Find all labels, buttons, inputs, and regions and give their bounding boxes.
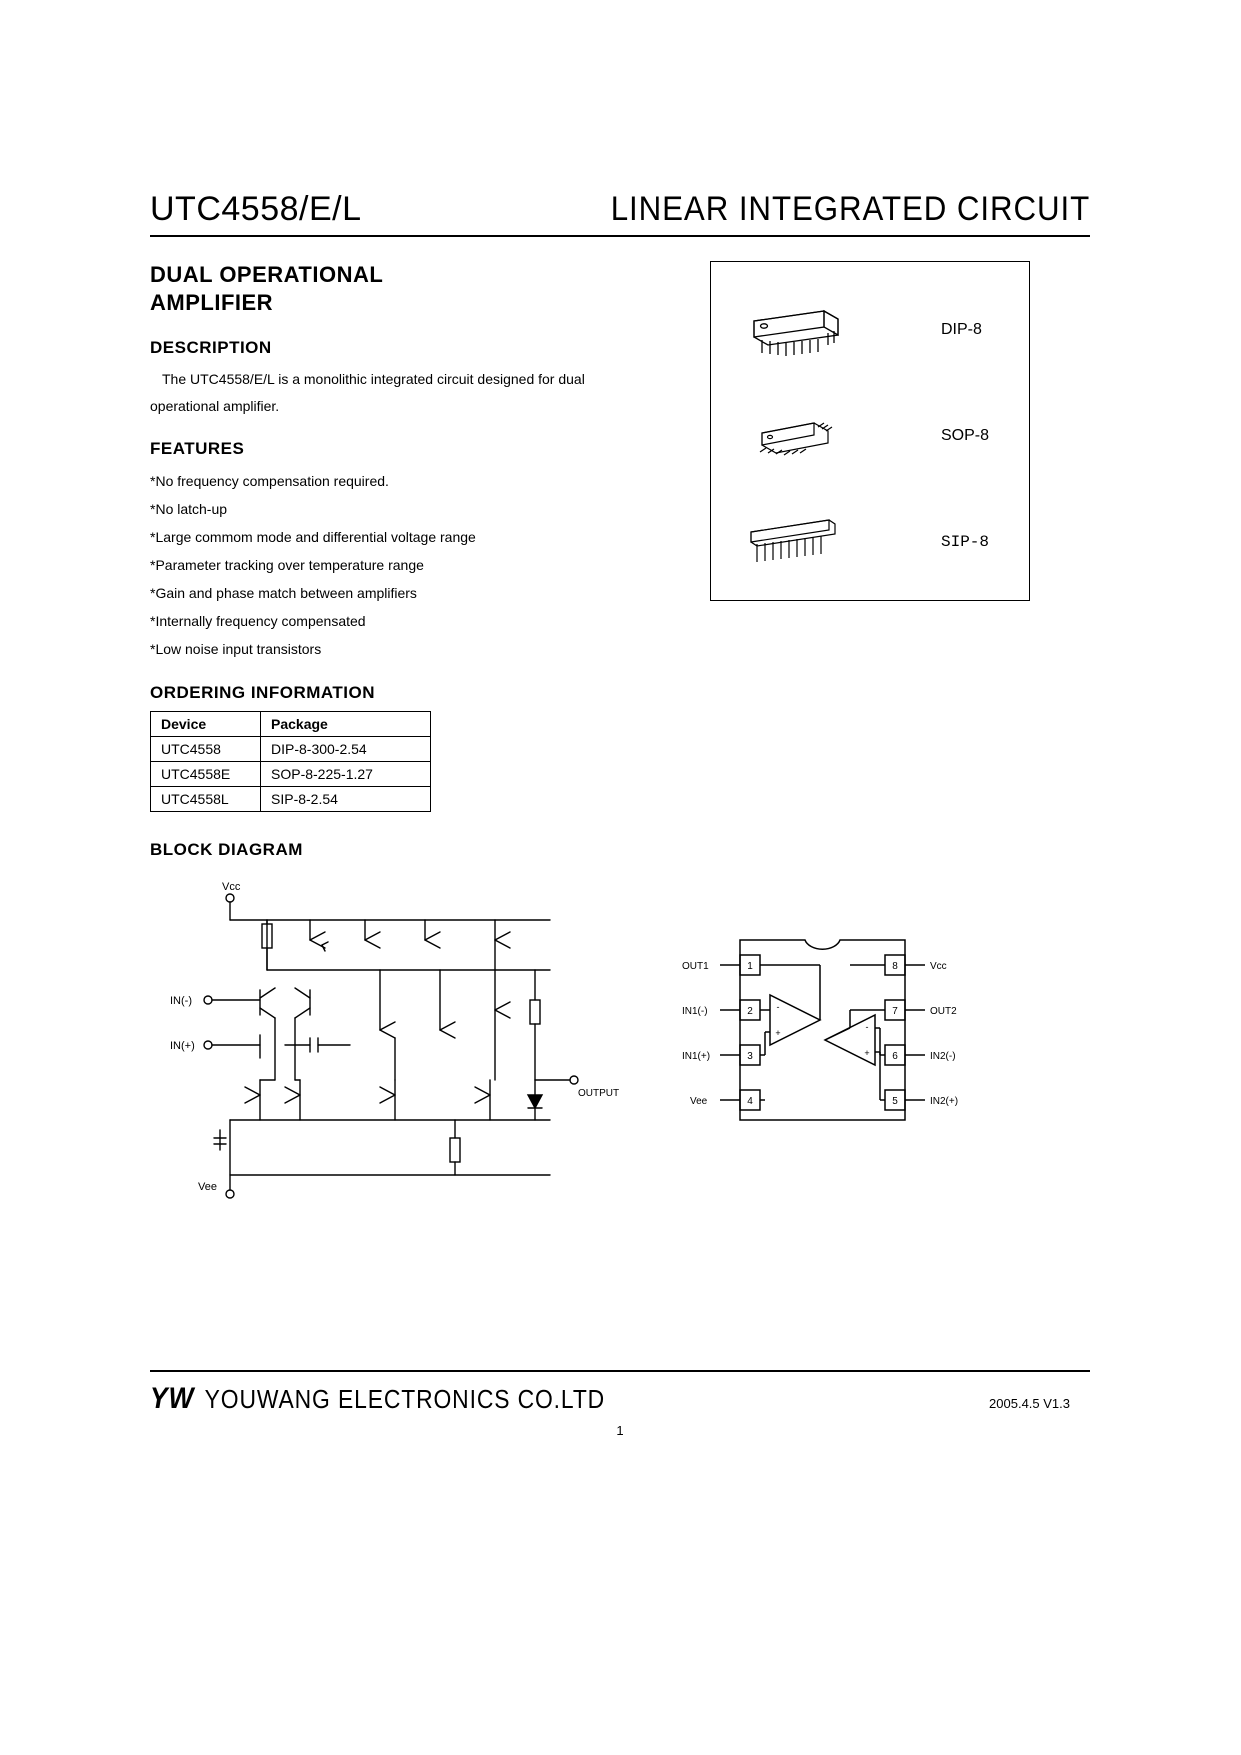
pinout-svg: 1 2 3 4 8 7 6 5 - + - + OUT1 IN1(-) IN1(… [670,920,980,1150]
svg-text:-: - [866,1022,869,1032]
title-line-1: DUAL OPERATIONAL [150,262,383,287]
title-line-2: AMPLIFIER [150,290,273,315]
label-in-neg: IN(-) [170,995,192,1007]
page-header: UTC4558/E/L LINEAR INTEGRATED CIRCUIT [150,190,1090,237]
svg-text:8: 8 [892,961,898,972]
ordering-heading: ORDERING INFORMATION [150,683,1090,703]
svg-text:5: 5 [892,1096,898,1107]
svg-text:7: 7 [892,1006,898,1017]
svg-text:-: - [777,1002,780,1012]
dip-label: DIP-8 [941,321,1011,339]
feature-item: Low noise input transistors [150,635,630,663]
features-list: No frequency compensation required. No l… [150,467,630,663]
col-package: Package [261,712,431,737]
dip-icon [729,290,859,370]
right-column: DIP-8 SO [670,261,1090,663]
sop-icon [729,396,859,476]
schematic-svg: Vcc IN(-) IN(+) OUTPUT Vee [150,880,620,1210]
pin-label: OUT1 [682,961,709,972]
product-title: DUAL OPERATIONAL AMPLIFIER [150,261,630,316]
table-row: UTC4558E SOP-8-225-1.27 [151,762,431,787]
pin-label: IN2(+) [930,1096,958,1107]
company-name: YW YOUWANG ELECTRONICS CO.LTD [150,1382,605,1416]
cell: UTC4558L [151,787,261,812]
feature-item: No latch-up [150,495,630,523]
table-row: UTC4558 DIP-8-300-2.54 [151,737,431,762]
cell: SOP-8-225-1.27 [261,762,431,787]
col-device: Device [151,712,261,737]
page-number: 1 [616,1423,623,1438]
sip-label: SIP-8 [941,533,1011,551]
page-footer: YW YOUWANG ELECTRONICS CO.LTD 2005.4.5 V… [150,1370,1090,1416]
part-number: UTC4558/E/L [150,190,362,229]
table-row: UTC4558L SIP-8-2.54 [151,787,431,812]
company-full-name: YOUWANG ELECTRONICS CO.LTD [205,1384,605,1414]
ordering-table: Device Package UTC4558 DIP-8-300-2.54 UT… [150,711,431,812]
company-logo-text: YW [150,1382,194,1415]
label-vee: Vee [198,1181,217,1193]
table-header-row: Device Package [151,712,431,737]
svg-text:3: 3 [747,1051,753,1062]
left-column: DUAL OPERATIONAL AMPLIFIER DESCRIPTION T… [150,261,630,663]
label-vcc: Vcc [222,881,241,893]
pin-label: IN2(-) [930,1051,956,1062]
feature-item: Internally frequency compensated [150,607,630,635]
package-row-sop: SOP-8 [729,388,1011,484]
svg-text:6: 6 [892,1051,898,1062]
svg-text:1: 1 [747,961,753,972]
cell: UTC4558E [151,762,261,787]
description-text: The UTC4558/E/L is a monolithic integrat… [150,366,630,419]
block-diagram-area: Vcc IN(-) IN(+) OUTPUT Vee [150,880,1090,1210]
pin-label: IN1(-) [682,1006,708,1017]
pin-label: IN1(+) [682,1051,710,1062]
label-output: OUTPUT [578,1088,619,1099]
datasheet-page: UTC4558/E/L LINEAR INTEGRATED CIRCUIT DU… [150,190,1090,1210]
cell: SIP-8-2.54 [261,787,431,812]
feature-item: No frequency compensation required. [150,467,630,495]
description-heading: DESCRIPTION [150,338,630,358]
content-row: DUAL OPERATIONAL AMPLIFIER DESCRIPTION T… [150,261,1090,663]
pin-label: Vee [690,1096,708,1107]
document-type: LINEAR INTEGRATED CIRCUIT [611,190,1090,229]
svg-text:4: 4 [747,1096,753,1107]
sip-icon [729,502,859,582]
feature-item: Large commom mode and differential volta… [150,523,630,551]
cell: DIP-8-300-2.54 [261,737,431,762]
feature-item: Gain and phase match between amplifiers [150,579,630,607]
label-in-pos: IN(+) [170,1040,195,1052]
features-heading: FEATURES [150,439,630,459]
pin-label: OUT2 [930,1006,957,1017]
pin-label: Vcc [930,961,947,972]
package-row-dip: DIP-8 [729,282,1011,378]
block-diagram-heading: BLOCK DIAGRAM [150,840,1090,860]
svg-text:2: 2 [747,1006,753,1017]
package-row-sip: SIP-8 [729,494,1011,590]
cell: UTC4558 [151,737,261,762]
sop-label: SOP-8 [941,427,1011,445]
svg-text:+: + [864,1048,869,1058]
svg-text:+: + [775,1028,780,1038]
doc-version: 2005.4.5 V1.3 [989,1396,1070,1411]
feature-item: Parameter tracking over temperature rang… [150,551,630,579]
package-box: DIP-8 SO [710,261,1030,601]
